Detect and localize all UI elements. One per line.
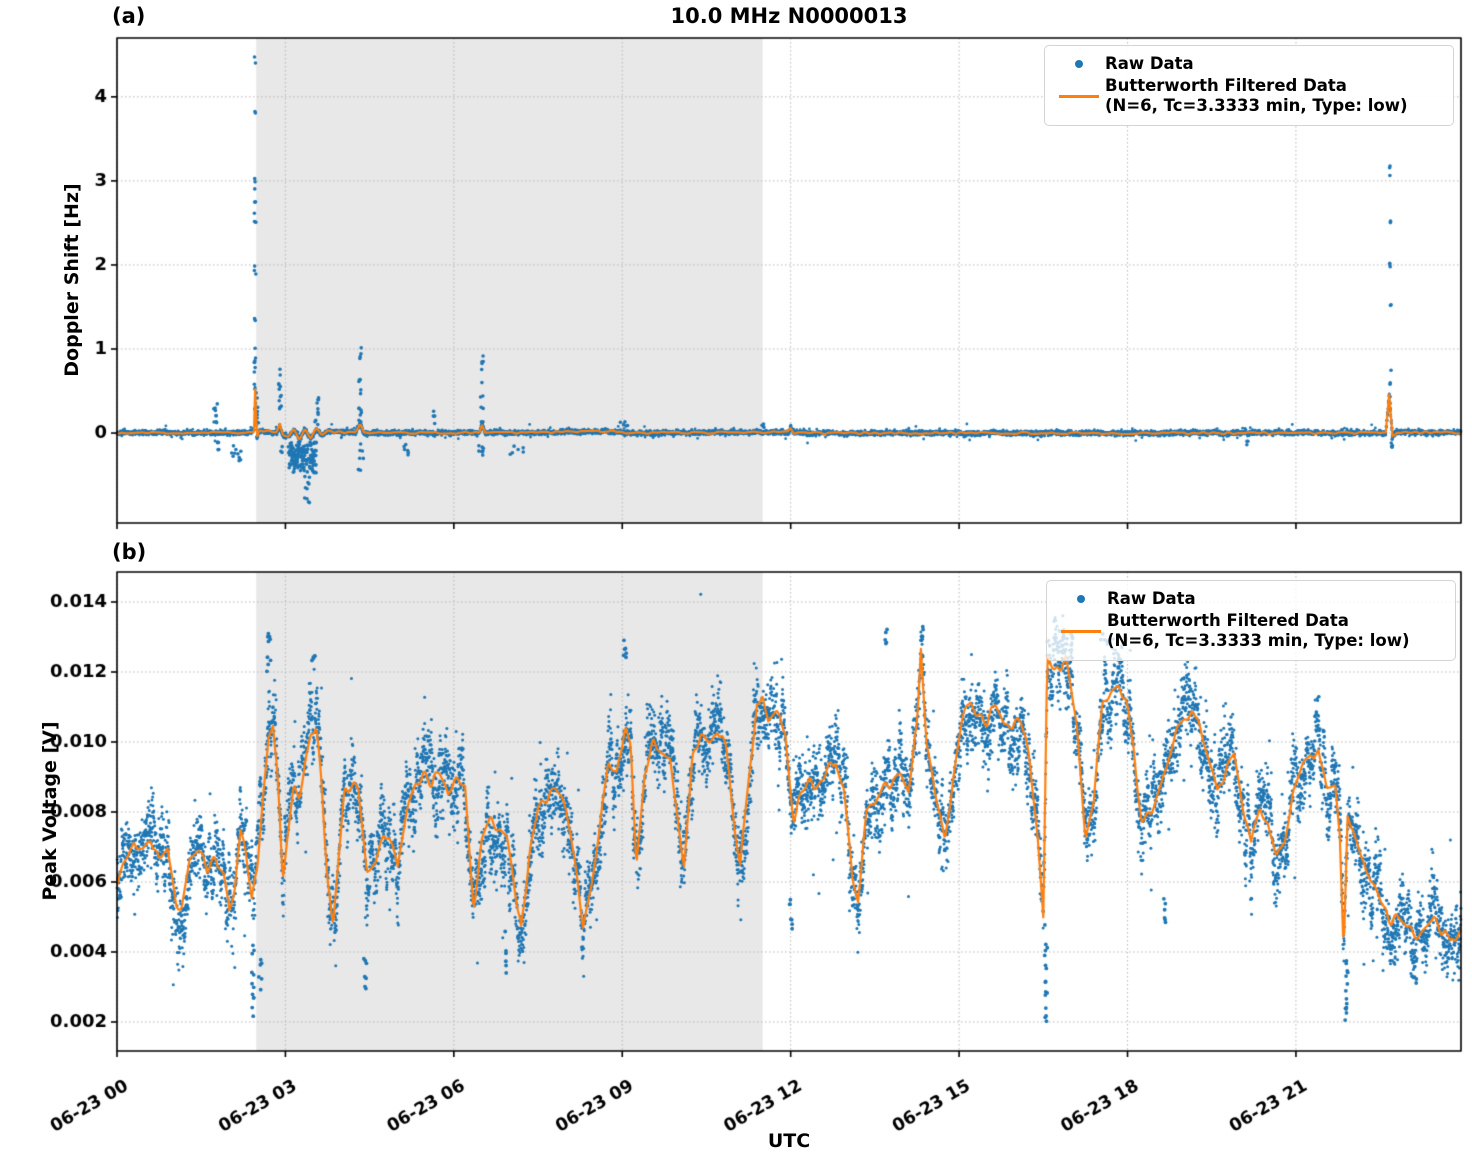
legend-filtered-sublabel: (N=6, Tc=3.3333 min, Type: low) [1107,631,1410,651]
legend-filtered-label: Butterworth Filtered Data [1107,610,1349,630]
legend-raw-label: Raw Data [1105,54,1194,73]
legend-panel-b: Raw Data Butterworth Filtered Data (N=6,… [1046,580,1456,661]
panel-b-tag: (b) [112,540,147,564]
legend-filtered-sublabel: (N=6, Tc=3.3333 min, Type: low) [1105,96,1408,116]
raw-data-marker-icon [1075,60,1083,69]
legend-row-filtered: Butterworth Filtered Data (N=6, Tc=3.333… [1055,611,1445,652]
legend-row-raw: Raw Data [1053,54,1443,75]
legend-row-raw: Raw Data [1055,589,1445,610]
chart-title: 10.0 MHz N0000013 [670,4,908,28]
legend-panel-a: Raw Data Butterworth Filtered Data (N=6,… [1044,45,1454,126]
legend-row-filtered: Butterworth Filtered Data (N=6, Tc=3.333… [1053,76,1443,117]
raw-data-marker-icon [1077,595,1085,604]
x-axis-label: UTC [767,1130,811,1152]
panel-a-ylabel: Doppler Shift [Hz] [61,183,83,377]
filtered-line-marker-icon [1059,94,1099,98]
filtered-line-marker-icon [1061,629,1101,633]
panel-a-tag: (a) [112,4,146,28]
legend-raw-label: Raw Data [1107,589,1196,608]
panel-b-ylabel: Peak Voltage [V] [39,721,61,901]
legend-filtered-label: Butterworth Filtered Data [1105,75,1347,95]
